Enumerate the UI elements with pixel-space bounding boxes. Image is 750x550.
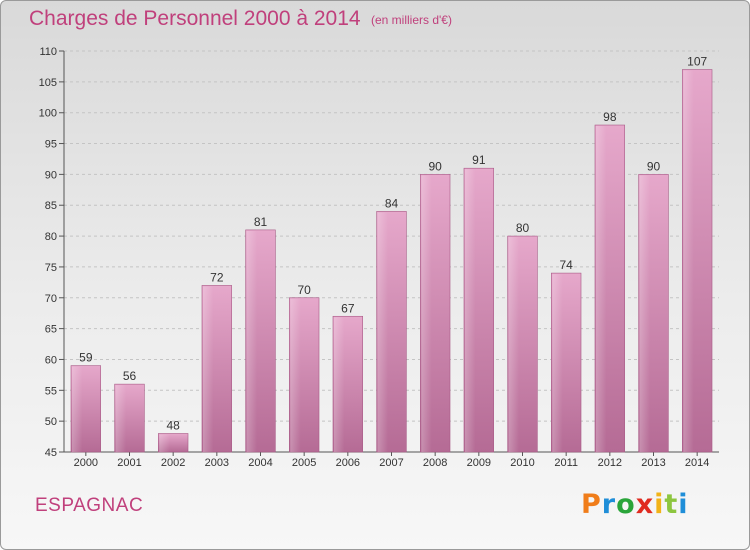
data-label: 74 bbox=[559, 258, 573, 272]
x-tick-label: 2013 bbox=[641, 457, 665, 469]
data-label: 98 bbox=[603, 110, 617, 124]
data-label: 56 bbox=[123, 369, 137, 383]
data-label: 59 bbox=[79, 351, 93, 365]
x-tick-label: 2007 bbox=[379, 457, 403, 469]
x-tick-label: 2014 bbox=[685, 457, 709, 469]
bar-highlight bbox=[508, 237, 520, 452]
bar-highlight bbox=[639, 175, 651, 452]
data-label: 72 bbox=[210, 270, 224, 284]
value-labels: 59 56 48 72 81 70 67 84 90 91 80 74 98 90 107 bbox=[79, 55, 707, 433]
data-label: 90 bbox=[647, 159, 661, 173]
x-tick-label: 2001 bbox=[117, 457, 141, 469]
data-label: 67 bbox=[341, 301, 355, 315]
logo-letter: o bbox=[616, 489, 636, 520]
chart-subtitle: (en milliers d'€) bbox=[371, 13, 452, 27]
x-tick-label: 2011 bbox=[554, 457, 578, 469]
y-tick-label: 55 bbox=[45, 385, 57, 397]
bar-highlight bbox=[159, 434, 170, 452]
grid-lines bbox=[64, 50, 719, 422]
data-label: 107 bbox=[687, 55, 707, 69]
x-tick-label: 2010 bbox=[510, 457, 534, 469]
logo-letter: t bbox=[664, 489, 679, 520]
y-tick-label: 70 bbox=[45, 293, 57, 305]
y-tick-label: 75 bbox=[45, 262, 57, 274]
bar-highlight bbox=[595, 126, 607, 453]
bar-highlight bbox=[71, 366, 83, 452]
bar-highlight bbox=[246, 230, 258, 452]
x-tick-label: 2000 bbox=[74, 457, 98, 469]
bar-highlight bbox=[421, 175, 432, 452]
data-label: 81 bbox=[254, 215, 268, 229]
data-label: 84 bbox=[385, 196, 399, 210]
logo-letter: i bbox=[678, 489, 689, 520]
bar-highlight bbox=[202, 286, 214, 452]
x-tick-label: 2009 bbox=[467, 457, 491, 469]
y-tick-label: 80 bbox=[45, 231, 57, 243]
data-label: 90 bbox=[428, 159, 442, 173]
logo-letter: i bbox=[654, 489, 665, 520]
data-label: 80 bbox=[516, 221, 530, 235]
y-tick-label: 90 bbox=[45, 169, 57, 181]
y-tick-label: 65 bbox=[45, 324, 57, 336]
data-label: 48 bbox=[166, 418, 180, 432]
bar-highlight bbox=[683, 70, 694, 452]
bar-highlight bbox=[464, 169, 476, 452]
y-tick-label: 110 bbox=[39, 46, 57, 58]
x-tick-label: 2008 bbox=[423, 457, 447, 469]
chart-title: Charges de Personnel 2000 à 2014 bbox=[29, 7, 361, 30]
logo-letter: r bbox=[601, 489, 617, 520]
bar-highlight bbox=[552, 274, 563, 452]
y-tick-label: 60 bbox=[45, 354, 57, 366]
bar-highlight bbox=[377, 212, 389, 452]
y-tick-label: 95 bbox=[45, 139, 57, 151]
y-tick-label: 85 bbox=[45, 200, 57, 212]
x-tick-label: 2004 bbox=[248, 457, 272, 469]
bar-highlight bbox=[333, 317, 345, 452]
x-tick-label: 2002 bbox=[161, 457, 185, 469]
logo-letter: P bbox=[581, 489, 602, 520]
logo-letter: x bbox=[635, 489, 655, 520]
data-label: 91 bbox=[472, 153, 486, 167]
y-tick-label: 105 bbox=[39, 77, 57, 89]
y-tick-label: 45 bbox=[45, 447, 57, 459]
bars bbox=[70, 69, 713, 453]
x-tick-label: 2003 bbox=[205, 457, 229, 469]
data-label: 70 bbox=[297, 283, 311, 297]
x-tick-label: 2006 bbox=[336, 457, 360, 469]
bar-highlight bbox=[115, 385, 127, 452]
city-name: ESPAGNAC bbox=[35, 495, 144, 516]
y-tick-label: 50 bbox=[45, 416, 57, 428]
x-tick-label: 2005 bbox=[292, 457, 316, 469]
proxiti-logo: Proxiti bbox=[581, 489, 689, 520]
bar-highlight bbox=[290, 298, 301, 452]
y-tick-label: 100 bbox=[39, 108, 57, 120]
x-tick-label: 2012 bbox=[598, 457, 622, 469]
